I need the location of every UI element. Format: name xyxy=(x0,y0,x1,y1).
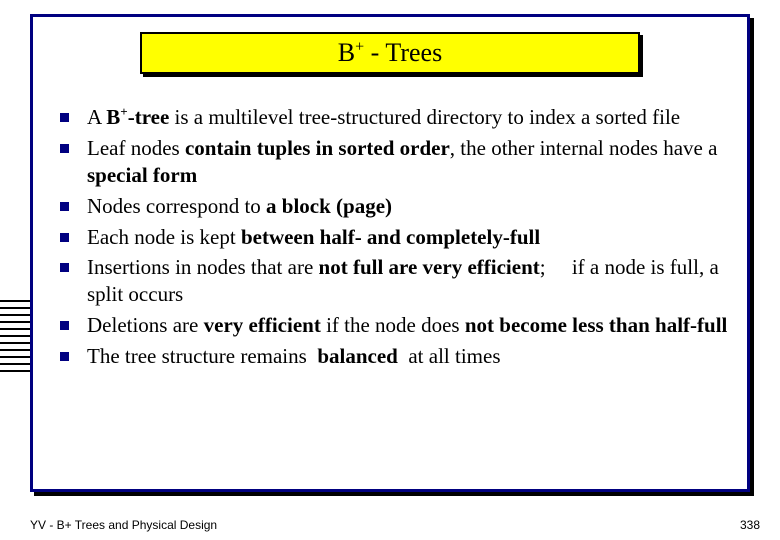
bullet-item: Leaf nodes contain tuples in sorted orde… xyxy=(60,135,750,189)
bullet-text: Nodes correspond to a block (page) xyxy=(87,193,392,220)
bullet-text: Leaf nodes contain tuples in sorted orde… xyxy=(87,135,750,189)
bullet-item: The tree structure remains balanced at a… xyxy=(60,343,750,370)
bullet-item: Nodes correspond to a block (page) xyxy=(60,193,750,220)
bullet-text: Insertions in nodes that are not full ar… xyxy=(87,254,750,308)
footer-left: YV - B+ Trees and Physical Design xyxy=(30,518,217,532)
bullet-text: Deletions are very efficient if the node… xyxy=(87,312,727,339)
bullet-text: A B+-tree is a multilevel tree-structure… xyxy=(87,104,680,131)
bullet-marker-icon xyxy=(60,263,69,272)
bullet-marker-icon xyxy=(60,321,69,330)
bullet-marker-icon xyxy=(60,352,69,361)
bullet-text: The tree structure remains balanced at a… xyxy=(87,343,501,370)
page-number: 338 xyxy=(740,518,760,532)
footer: YV - B+ Trees and Physical Design 338 xyxy=(30,518,760,532)
bullet-text: Each node is kept between half- and comp… xyxy=(87,224,540,251)
bullet-marker-icon xyxy=(60,113,69,122)
slide-title: B+ - Trees xyxy=(338,38,442,68)
bullet-marker-icon xyxy=(60,233,69,242)
bullet-marker-icon xyxy=(60,202,69,211)
bullet-item: Each node is kept between half- and comp… xyxy=(60,224,750,251)
title-box: B+ - Trees xyxy=(140,32,640,74)
bullet-item: Insertions in nodes that are not full ar… xyxy=(60,254,750,308)
bullet-item: A B+-tree is a multilevel tree-structure… xyxy=(60,104,750,131)
bullet-list: A B+-tree is a multilevel tree-structure… xyxy=(60,104,750,374)
bullet-item: Deletions are very efficient if the node… xyxy=(60,312,750,339)
bullet-marker-icon xyxy=(60,144,69,153)
